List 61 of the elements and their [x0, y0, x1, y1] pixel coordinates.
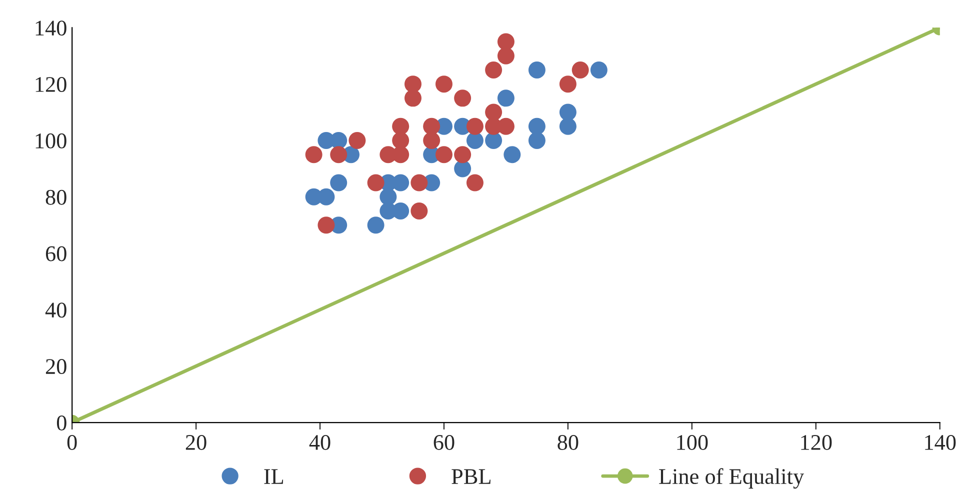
point	[528, 132, 546, 149]
point	[559, 104, 576, 121]
point	[392, 132, 410, 149]
x-tick-label: 80	[558, 434, 578, 450]
point	[466, 118, 484, 135]
point	[572, 61, 589, 78]
y-tick-label: 80	[46, 190, 66, 205]
point	[367, 216, 384, 234]
y-tick-label: 0	[56, 415, 66, 430]
point	[466, 132, 484, 149]
point	[305, 146, 322, 164]
point	[410, 202, 428, 220]
point	[485, 104, 502, 121]
point	[330, 132, 348, 149]
point	[404, 90, 422, 107]
point	[528, 118, 546, 135]
point	[497, 47, 514, 64]
point	[454, 160, 472, 178]
point	[392, 118, 410, 135]
point	[367, 174, 384, 192]
x-tick-label: 60	[434, 434, 454, 450]
x-tick-label: 0	[67, 434, 77, 450]
point	[330, 174, 348, 192]
y-tick-label: 100	[36, 133, 66, 148]
point	[504, 146, 521, 164]
point	[392, 202, 410, 220]
point	[435, 146, 452, 164]
legend-label: Line of Equality	[659, 468, 804, 489]
point	[404, 76, 422, 93]
point	[528, 61, 546, 78]
point	[318, 216, 335, 234]
y-tick-label: 40	[45, 302, 66, 318]
y-tick-label: 140	[36, 20, 66, 36]
x-tick-label: 140	[925, 434, 956, 450]
x-tick-label: 120	[801, 434, 832, 450]
legend-label: PBL	[452, 469, 490, 484]
point	[454, 90, 472, 107]
point	[380, 188, 397, 206]
y-tick-label: 120	[36, 77, 66, 92]
point	[410, 174, 428, 192]
point	[423, 118, 440, 135]
point	[348, 132, 366, 149]
point	[392, 146, 410, 164]
x-tick-label: 100	[677, 434, 708, 450]
legend-label: IL	[264, 469, 284, 484]
point	[435, 76, 452, 93]
y-tick-label: 20	[46, 359, 66, 374]
point	[485, 61, 502, 78]
x-tick-label: 40	[309, 434, 330, 450]
point	[497, 33, 514, 50]
y-tick-label: 60	[46, 246, 66, 262]
point	[497, 90, 514, 107]
point	[466, 174, 484, 192]
point	[423, 132, 440, 149]
point	[590, 61, 608, 78]
point	[559, 76, 576, 93]
x-tick-label: 20	[186, 434, 206, 450]
point	[559, 118, 576, 135]
point	[330, 146, 348, 164]
point	[454, 146, 472, 164]
point	[485, 132, 502, 149]
